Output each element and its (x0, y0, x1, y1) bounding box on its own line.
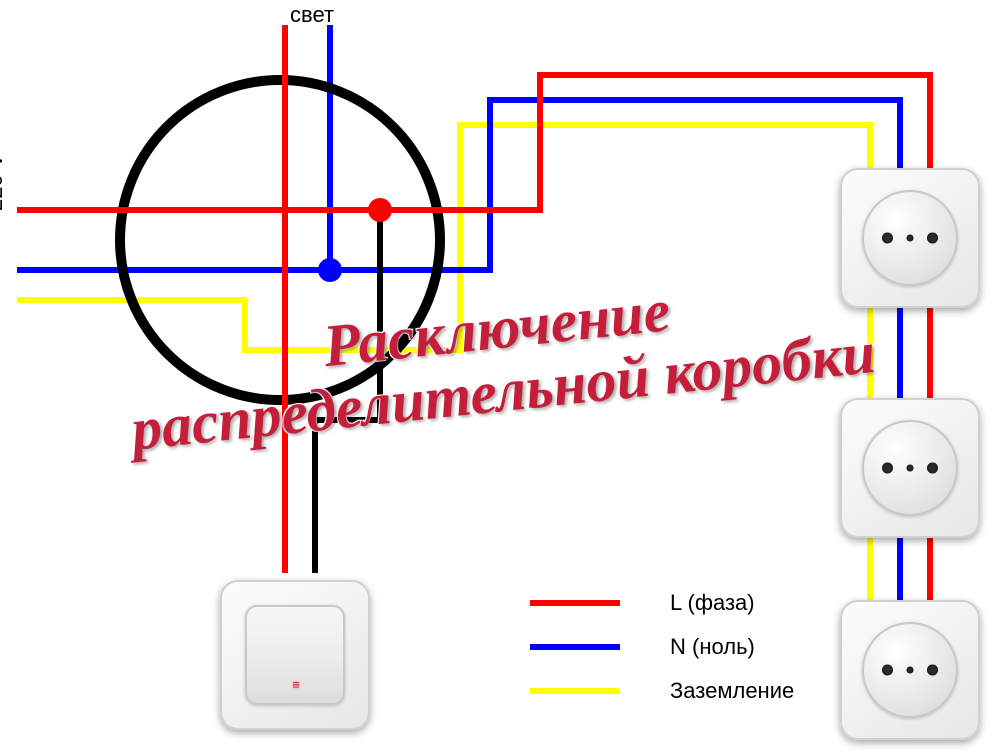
legend-item-phase: L (фаза) (530, 590, 794, 616)
legend-label: N (ноль) (670, 634, 755, 660)
legend: L (фаза) N (ноль) Заземление (530, 590, 794, 722)
light-output-label: свет (290, 2, 334, 28)
power-socket (840, 168, 980, 308)
switch-indicator-icon: ≡ (292, 677, 298, 692)
legend-label: Заземление (670, 678, 794, 704)
power-socket (840, 600, 980, 740)
legend-label: L (фаза) (670, 590, 755, 616)
light-switch: ≡ (220, 580, 370, 730)
voltage-label: ~ 220 V (0, 154, 8, 230)
legend-item-ground: Заземление (530, 678, 794, 704)
legend-swatch (530, 644, 620, 650)
power-socket (840, 398, 980, 538)
legend-item-neutral: N (ноль) (530, 634, 794, 660)
legend-swatch (530, 688, 620, 694)
legend-swatch (530, 600, 620, 606)
